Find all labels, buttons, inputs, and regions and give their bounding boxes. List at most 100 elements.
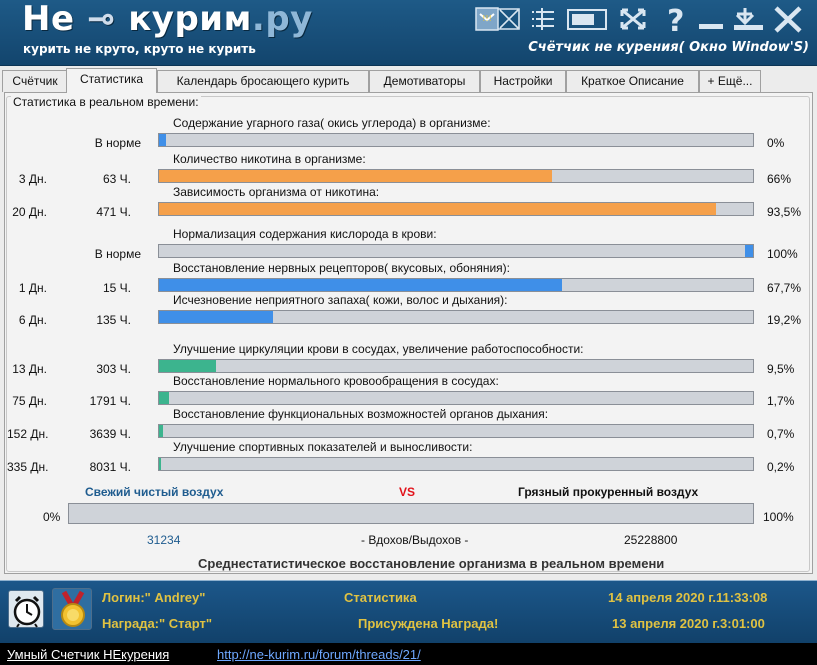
air-left-percent: 0% xyxy=(43,510,61,524)
stat-label: Содержание угарного газа( окись углерода… xyxy=(173,116,491,130)
stat-progress-fill xyxy=(159,170,552,182)
tab-demotivators[interactable]: Демотиваторы xyxy=(369,70,480,92)
stat-percent: 0% xyxy=(767,136,785,150)
stat-label: Улучшение спортивных показателей и вынос… xyxy=(173,440,473,454)
stat-row: Количество никотина в организме: 3 Дн. 63 … xyxy=(7,152,807,188)
stat-progress-bar xyxy=(158,169,754,183)
stat-days: 1 Дн. xyxy=(18,281,47,295)
logo-suffix: .ру xyxy=(251,0,313,39)
stat-row: Нормализация содержания кислорода в кров… xyxy=(7,227,807,263)
message-icon[interactable]: !!! xyxy=(475,7,520,31)
minimize-icon[interactable] xyxy=(699,24,723,29)
stat-row: Улучшение спортивных показателей и вынос… xyxy=(7,440,807,476)
smoke-breaths-count: 25228800 xyxy=(624,533,678,547)
award-label: Награда:" Старт" xyxy=(102,616,213,631)
stat-label: Исчезновение неприятного запаха( кожи, в… xyxy=(173,293,508,307)
stat-hours: 471 Ч. xyxy=(96,205,131,219)
login-label: Логин:" Andrey" xyxy=(102,590,206,605)
close-icon[interactable] xyxy=(774,6,802,33)
stat-percent: 9,5% xyxy=(767,362,795,376)
stat-label: Нормализация содержания кислорода в кров… xyxy=(173,227,437,241)
stat-days: 6 Дн. xyxy=(18,313,47,327)
forum-link[interactable]: http://ne-kurim.ru/forum/threads/21/ xyxy=(217,647,421,662)
stat-row: Улучшение циркуляции крови в сосудах, ув… xyxy=(7,342,807,378)
status-bar: Умный Счетчик НЕкурения http://ne-kurim.… xyxy=(0,643,817,665)
stat-progress-fill xyxy=(745,245,753,257)
stat-label: Улучшение циркуляции крови в сосудах, ув… xyxy=(173,342,584,356)
stat-percent: 100% xyxy=(767,247,798,261)
stat-progress-bar xyxy=(158,424,754,438)
stat-progress-bar xyxy=(158,244,754,258)
stat-hours: 8031 Ч. xyxy=(89,460,131,474)
tab-more[interactable]: + Ещё... xyxy=(699,70,761,92)
stat-progress-bar xyxy=(158,202,754,216)
medal-icon[interactable] xyxy=(52,588,92,630)
tray-icon[interactable] xyxy=(734,8,763,30)
alarm-clock-icon[interactable] xyxy=(8,590,44,628)
stat-row: Содержание угарного газа( окись углерода… xyxy=(7,116,807,152)
stat-progress-bar xyxy=(158,133,754,147)
stat-row: Восстановление нормального кровообращени… xyxy=(7,374,807,410)
stat-days: 75 Дн. xyxy=(12,394,47,408)
footer-bar: Логин:" Andrey" Награда:" Старт" Статист… xyxy=(0,580,817,643)
stat-days: 335 Дн. xyxy=(7,460,49,474)
logo-prefix: Не xyxy=(22,0,75,39)
svg-text:!!!: !!! xyxy=(482,14,492,23)
dirty-air-label: Грязный прокуренный воздух xyxy=(518,485,699,499)
clean-air-label: Свежий чистый воздух xyxy=(85,485,224,499)
stats-legend: Статистика в реальном времени: xyxy=(11,95,201,109)
stat-norm: В норме xyxy=(94,136,141,150)
vs-label: VS xyxy=(399,485,416,499)
stat-row: Исчезновение неприятного запаха( кожи, в… xyxy=(7,293,807,329)
stat-progress-fill xyxy=(159,458,161,470)
stat-progress-bar xyxy=(158,391,754,405)
stat-hours: 1791 Ч. xyxy=(89,394,131,408)
current-datetime: 14 апреля 2020 г.11:33:08 xyxy=(608,590,768,605)
stat-progress-bar xyxy=(158,278,754,292)
stat-days: 20 Дн. xyxy=(12,205,47,219)
tab-statistics[interactable]: Статистика xyxy=(66,68,157,93)
stat-days: 152 Дн. xyxy=(7,427,49,441)
stat-percent: 66% xyxy=(767,172,792,186)
breaths-label: - Вдохов/Выдохов - xyxy=(361,533,469,547)
help-icon[interactable]: ? xyxy=(667,4,684,34)
stat-norm: В норме xyxy=(94,247,141,261)
stat-percent: 1,7% xyxy=(767,394,795,408)
window-icon[interactable] xyxy=(567,9,607,30)
stat-hours: 135 Ч. xyxy=(96,313,131,327)
current-section-label: Статистика xyxy=(344,590,417,605)
logo: Не ⊸ курим.ру xyxy=(22,0,313,39)
stat-progress-fill xyxy=(159,279,562,291)
award-given-label: Присуждена Награда! xyxy=(358,616,499,631)
tab-calendar[interactable]: Календарь бросающего курить xyxy=(157,70,369,92)
stat-hours: 3639 Ч. xyxy=(89,427,131,441)
stat-label: Восстановление нервных рецепторов( вкусо… xyxy=(173,261,511,275)
stat-progress-fill xyxy=(159,203,716,215)
title-toolbar: !!! ? xyxy=(474,4,810,34)
stat-progress-fill xyxy=(159,360,216,372)
stat-row: Восстановление функциональных возможност… xyxy=(7,407,807,443)
stat-percent: 93,5% xyxy=(767,205,802,219)
stat-percent: 0,2% xyxy=(767,460,795,474)
quit-datetime: 13 апреля 2020 г.3:01:00 xyxy=(612,616,765,631)
tab-settings[interactable]: Настройки xyxy=(480,70,566,92)
app-name-link[interactable]: Умный Счетчик НЕкурения xyxy=(7,647,170,662)
stat-label: Количество никотина в организме: xyxy=(173,152,366,166)
expand-icon[interactable] xyxy=(620,8,646,30)
tab-counter[interactable]: Счётчик xyxy=(2,70,68,92)
logo-main-text: курим xyxy=(128,0,252,39)
window-title: Счётчик не курения( Окно Window'S) xyxy=(528,40,809,55)
stat-days: 3 Дн. xyxy=(18,172,47,186)
stat-label: Восстановление нормального кровообращени… xyxy=(173,374,499,388)
air-right-percent: 100% xyxy=(763,510,794,524)
stat-row: Зависимость организма от никотина: 20 Дн.… xyxy=(7,185,807,221)
tab-description[interactable]: Краткое Описание xyxy=(566,70,699,92)
stat-label: Восстановление функциональных возможност… xyxy=(173,407,549,421)
grid-icon[interactable] xyxy=(532,8,554,30)
cigarette-logo-icon: ⊸ xyxy=(86,0,116,39)
stat-row: Восстановление нервных рецепторов( вкусо… xyxy=(7,261,807,297)
title-bar[interactable]: Не ⊸ курим.ру курить не круто, круто не … xyxy=(0,0,817,66)
stat-progress-bar xyxy=(158,457,754,471)
realtime-stats-group: Статистика в реальном времени: Содержани… xyxy=(6,95,810,572)
